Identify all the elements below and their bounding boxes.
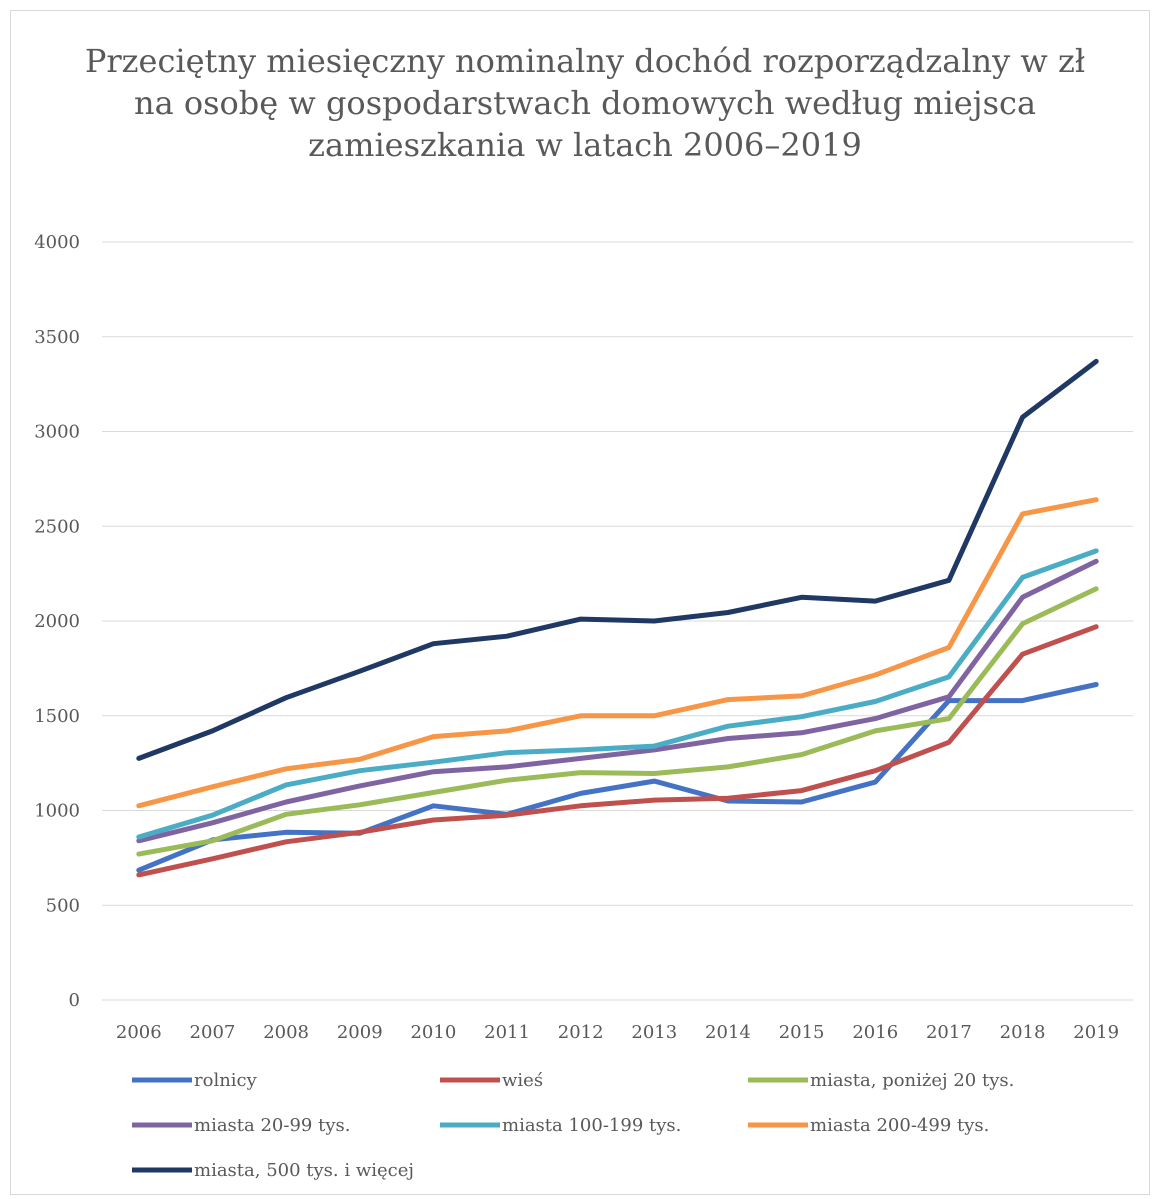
chart-title: Przeciętny miesięczny nominalny dochód r… (84, 42, 1086, 164)
y-tick-label: 3500 (34, 327, 80, 348)
x-tick-label: 2019 (1073, 1022, 1119, 1043)
y-tick-label: 1000 (34, 801, 80, 822)
x-tick-label: 2017 (926, 1022, 972, 1043)
y-axis-ticks: 0 500 1000 1500 2000 2500 3000 3500 4000 (34, 232, 80, 1011)
legend-label: miasta, 500 tys. i więcej (194, 1160, 414, 1181)
series-line-5 (136, 497, 1099, 809)
series-line-0 (136, 682, 1099, 873)
legend-label: rolnicy (194, 1070, 258, 1091)
series-line-2 (136, 586, 1099, 857)
series-line-3 (136, 558, 1099, 844)
y-tick-label: 1500 (34, 706, 80, 727)
x-tick-label: 2010 (410, 1022, 456, 1043)
chart-frame (10, 10, 1150, 1195)
x-tick-label: 2008 (263, 1022, 309, 1043)
x-tick-label: 2013 (631, 1022, 677, 1043)
x-tick-label: 2015 (779, 1022, 825, 1043)
y-tick-label: 4000 (34, 232, 80, 253)
y-tick-label: 2500 (34, 516, 80, 537)
x-tick-label: 2014 (705, 1022, 751, 1043)
series-line-1 (136, 624, 1099, 878)
y-tick-label: 2000 (34, 611, 80, 632)
series-lines (136, 358, 1099, 878)
legend-label: wieś (502, 1070, 543, 1091)
series-line-4 (136, 548, 1099, 840)
x-tick-label: 2009 (337, 1022, 383, 1043)
x-tick-label: 2012 (558, 1022, 604, 1043)
x-axis-ticks: 2006 2007 2008 2009 2010 2011 2012 2013 2014 2015… (116, 1022, 1119, 1043)
legend-label: miasta 100-199 tys. (502, 1115, 681, 1136)
legend: rolnicy wieś miasta, poniżej 20 tys. miasta… (132, 1070, 1014, 1181)
legend-label: miasta, poniżej 20 tys. (810, 1070, 1014, 1091)
legend-label: miasta 200-499 tys. (810, 1115, 989, 1136)
y-tick-label: 3000 (34, 422, 80, 443)
y-tick-label: 0 (69, 990, 80, 1011)
x-tick-label: 2018 (1000, 1022, 1046, 1043)
series-line-6 (136, 358, 1099, 761)
x-tick-label: 2006 (116, 1022, 162, 1043)
legend-label: miasta 20-99 tys. (194, 1115, 350, 1136)
x-tick-label: 2011 (484, 1022, 530, 1043)
y-tick-label: 500 (46, 895, 80, 916)
x-tick-label: 2007 (190, 1022, 236, 1043)
x-tick-label: 2016 (852, 1022, 898, 1043)
